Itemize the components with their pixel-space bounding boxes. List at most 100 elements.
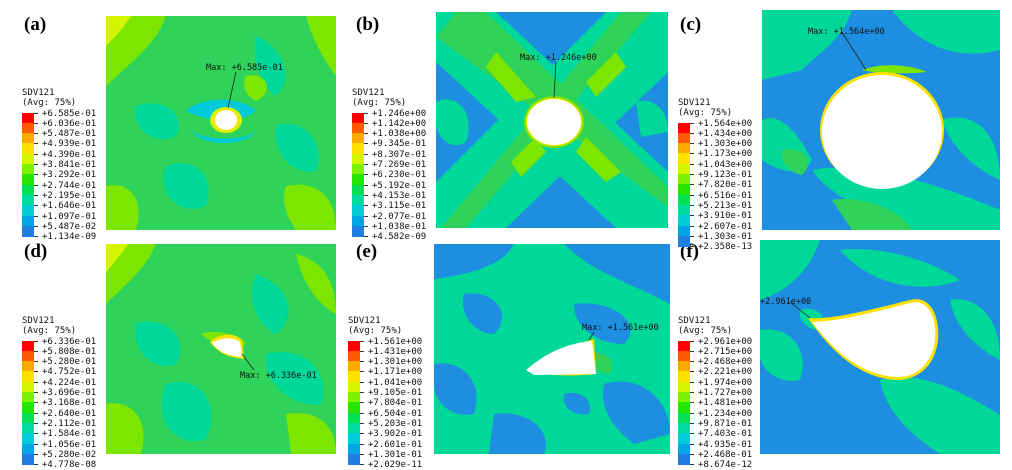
legend-entry: +1.041e+00 <box>348 377 423 393</box>
legend-swatch <box>22 340 34 352</box>
legend-entry: +4.939e-01 <box>22 139 96 155</box>
legend-value: +5.280e-01 <box>42 357 97 368</box>
legend-tick <box>34 422 38 424</box>
legend-swatch <box>678 143 690 155</box>
legend-tick <box>690 443 694 445</box>
legend-entry: +9.105e-01 <box>348 388 422 404</box>
legend-value: +1.303e-01 <box>698 231 753 242</box>
legend-value: +8.674e-12 <box>698 460 753 470</box>
legend-value: +6.036e-01 <box>42 118 97 129</box>
legend-subtitle: (Avg: 75%) <box>678 108 733 119</box>
legend-tick <box>364 194 368 196</box>
legend-tick <box>34 381 38 383</box>
legend-swatch <box>348 361 360 373</box>
legend-entry: +1.301e-01 <box>348 450 422 465</box>
legend-subtitle: (Avg: 75%) <box>352 98 407 109</box>
legend-tick <box>34 402 38 404</box>
legend-value: +4.778e-08 <box>42 460 97 470</box>
legend-tick <box>360 371 364 373</box>
legend-value: +3.292e-01 <box>42 170 97 181</box>
legend-tick <box>690 402 694 404</box>
legend-tick <box>690 204 694 206</box>
legend-value: +1.974e+00 <box>698 377 753 388</box>
legend-tick <box>690 235 694 237</box>
legend-value: +4.582e-09 <box>372 232 427 243</box>
legend-subtitle: (Avg: 75%) <box>22 98 77 109</box>
legend-value: +3.902e-01 <box>368 429 423 440</box>
legend-entry: +5.808e-01 <box>22 347 96 362</box>
legend-value: +2.468e+00 <box>698 357 753 368</box>
legend-value: +1.043e+00 <box>698 159 753 170</box>
legend-swatch <box>352 164 364 176</box>
legend-swatch <box>678 433 690 445</box>
legend-swatch <box>678 122 690 134</box>
legend-tick <box>34 205 38 207</box>
legend-value: +1.561e+00 <box>368 336 423 347</box>
legend-swatch <box>22 225 34 237</box>
legend-value: +8.307e-01 <box>372 149 427 160</box>
contour-plot-d: Max: +6.336e-01 <box>106 244 336 454</box>
legend-entry: +2.607e-01 <box>678 222 752 237</box>
legend-value: +7.804e-01 <box>368 398 423 409</box>
legend-entry: +5.487e-01 <box>22 129 96 145</box>
panel-label-d: (d) <box>24 241 48 262</box>
legend-value: +1.301e+00 <box>368 357 423 368</box>
legend-swatch <box>678 153 690 165</box>
legend-value: +1.431e+00 <box>368 346 423 357</box>
legend-entry: +1.434e+00 <box>678 129 752 144</box>
legend-entry: +1.056e-01 <box>22 440 96 455</box>
legend-entry: +9.123e-01 <box>678 170 752 186</box>
legend-tick <box>364 236 368 238</box>
legend-tick <box>360 453 364 455</box>
legend-tick <box>360 392 364 394</box>
legend-entry: +2.195e-01 <box>22 191 96 206</box>
legend-tick <box>360 443 364 445</box>
legend-entry: +2.601e-01 <box>348 440 422 455</box>
legend-tick <box>34 184 38 186</box>
legend-swatch <box>22 164 34 176</box>
legend-swatch <box>678 381 690 393</box>
legend-swatch <box>22 371 34 383</box>
legend-tick <box>360 402 364 404</box>
legend-value: +4.153e-01 <box>372 190 427 201</box>
legend-swatch <box>22 412 34 424</box>
legend-swatch <box>678 350 690 362</box>
legend-entry: +1.142e+00 <box>352 119 426 134</box>
legend-swatch <box>678 163 690 175</box>
legend-value: +9.871e-01 <box>698 418 753 429</box>
legend-entry: +5.280e-02 <box>22 450 96 465</box>
legend-value: +7.269e-01 <box>372 160 427 171</box>
legend-entry: +2.221e+00 <box>678 367 752 383</box>
legend-entry: +2.468e-01 <box>678 450 752 465</box>
legend-title: SDV121 <box>22 88 55 98</box>
legend-swatch <box>678 340 690 352</box>
legend-value: +1.584e-01 <box>42 429 97 440</box>
legend-entry: +3.696e-01 <box>22 388 96 404</box>
legend-tick <box>34 350 38 352</box>
legend-entry: +3.292e-01 <box>22 170 97 186</box>
legend-entry: +4.390e-01 <box>22 150 96 165</box>
legend-value: +1.041e+00 <box>368 377 423 388</box>
legend-swatch <box>352 184 364 196</box>
panel-label-a: (a) <box>24 14 47 35</box>
legend-entry: +7.269e-01 <box>352 160 427 176</box>
legend-swatch <box>678 235 690 247</box>
legend-tick <box>690 194 694 196</box>
legend-tick <box>690 246 694 248</box>
legend-entry: +5.487e-02 <box>22 222 96 237</box>
legend-entry: +1.584e-01 <box>22 429 97 445</box>
legend-swatch <box>22 215 34 227</box>
legend-tick <box>690 215 694 217</box>
legend-tick <box>34 412 38 414</box>
legend-swatch <box>352 174 364 186</box>
legend-swatch <box>348 350 360 362</box>
legend-swatch <box>352 122 364 134</box>
legend-entry: +1.481e+00 <box>678 398 752 414</box>
legend-tick <box>34 443 38 445</box>
legend-subtitle: (Avg: 75%) <box>678 326 733 337</box>
legend-entry: +5.192e-01 <box>352 181 426 196</box>
legend-tick <box>34 194 38 196</box>
legend-swatch <box>678 132 690 144</box>
legend-swatch <box>22 381 34 393</box>
legend-value: +6.516e-01 <box>698 190 753 201</box>
